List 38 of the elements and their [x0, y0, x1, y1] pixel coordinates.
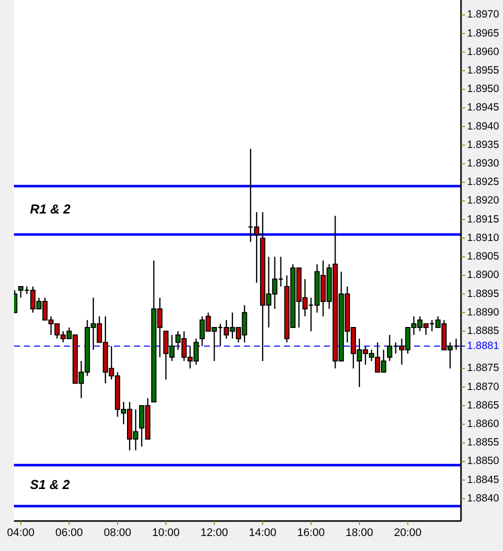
x-tick-label: 10:00	[152, 527, 180, 539]
x-tick-label: 18:00	[346, 527, 374, 539]
y-tick-label: 1.8910	[467, 232, 500, 244]
y-tick-label: 1.8960	[467, 46, 500, 58]
x-tick-label: 16:00	[297, 527, 325, 539]
y-tick-label: 1.8860	[467, 418, 500, 430]
y-tick-label: 1.8970	[467, 8, 500, 21]
y-tick-label: 1.8965	[467, 27, 500, 40]
annotation: S1 & 2	[30, 477, 71, 492]
y-tick-label: 1.8950	[467, 83, 500, 96]
y-tick-label: 1.8865	[467, 399, 500, 412]
x-tick-label: 20:00	[394, 527, 422, 539]
y-tick-label: 1.8885	[467, 324, 500, 337]
annotation: R1 & 2	[30, 202, 72, 217]
y-tick-label: 1.8900	[467, 269, 500, 282]
x-tick-label: 14:00	[248, 527, 276, 539]
y-tick-label: 1.8945	[467, 102, 500, 114]
y-tick-label: 1.8855	[467, 436, 500, 449]
x-tick-label: 08:00	[104, 527, 132, 539]
y-tick-label: 1.8930	[467, 158, 500, 170]
ref-line-label: 1.8881	[467, 340, 500, 352]
x-tick-label: 06:00	[55, 527, 83, 539]
x-tick-label: 04:00	[7, 527, 35, 539]
y-tick-label: 1.8940	[467, 120, 500, 132]
x-tick-label: 12:00	[200, 527, 228, 539]
y-tick-label: 1.8845	[467, 474, 500, 486]
y-tick-label: 1.8915	[467, 213, 500, 226]
y-tick-label: 1.8870	[467, 380, 500, 393]
y-tick-label: 1.8920	[467, 194, 500, 207]
y-tick-label: 1.8905	[467, 250, 500, 263]
y-tick-label: 1.8850	[467, 455, 500, 468]
y-tick-label: 1.8875	[467, 362, 500, 374]
y-tick-label: 1.8895	[467, 288, 500, 300]
y-tick-label: 1.8955	[467, 64, 500, 76]
y-tick-label: 1.8840	[467, 492, 500, 504]
y-tick-label: 1.8925	[467, 176, 500, 188]
y-tick-label: 1.8890	[467, 306, 500, 318]
y-tick-label: 1.8935	[467, 138, 500, 151]
